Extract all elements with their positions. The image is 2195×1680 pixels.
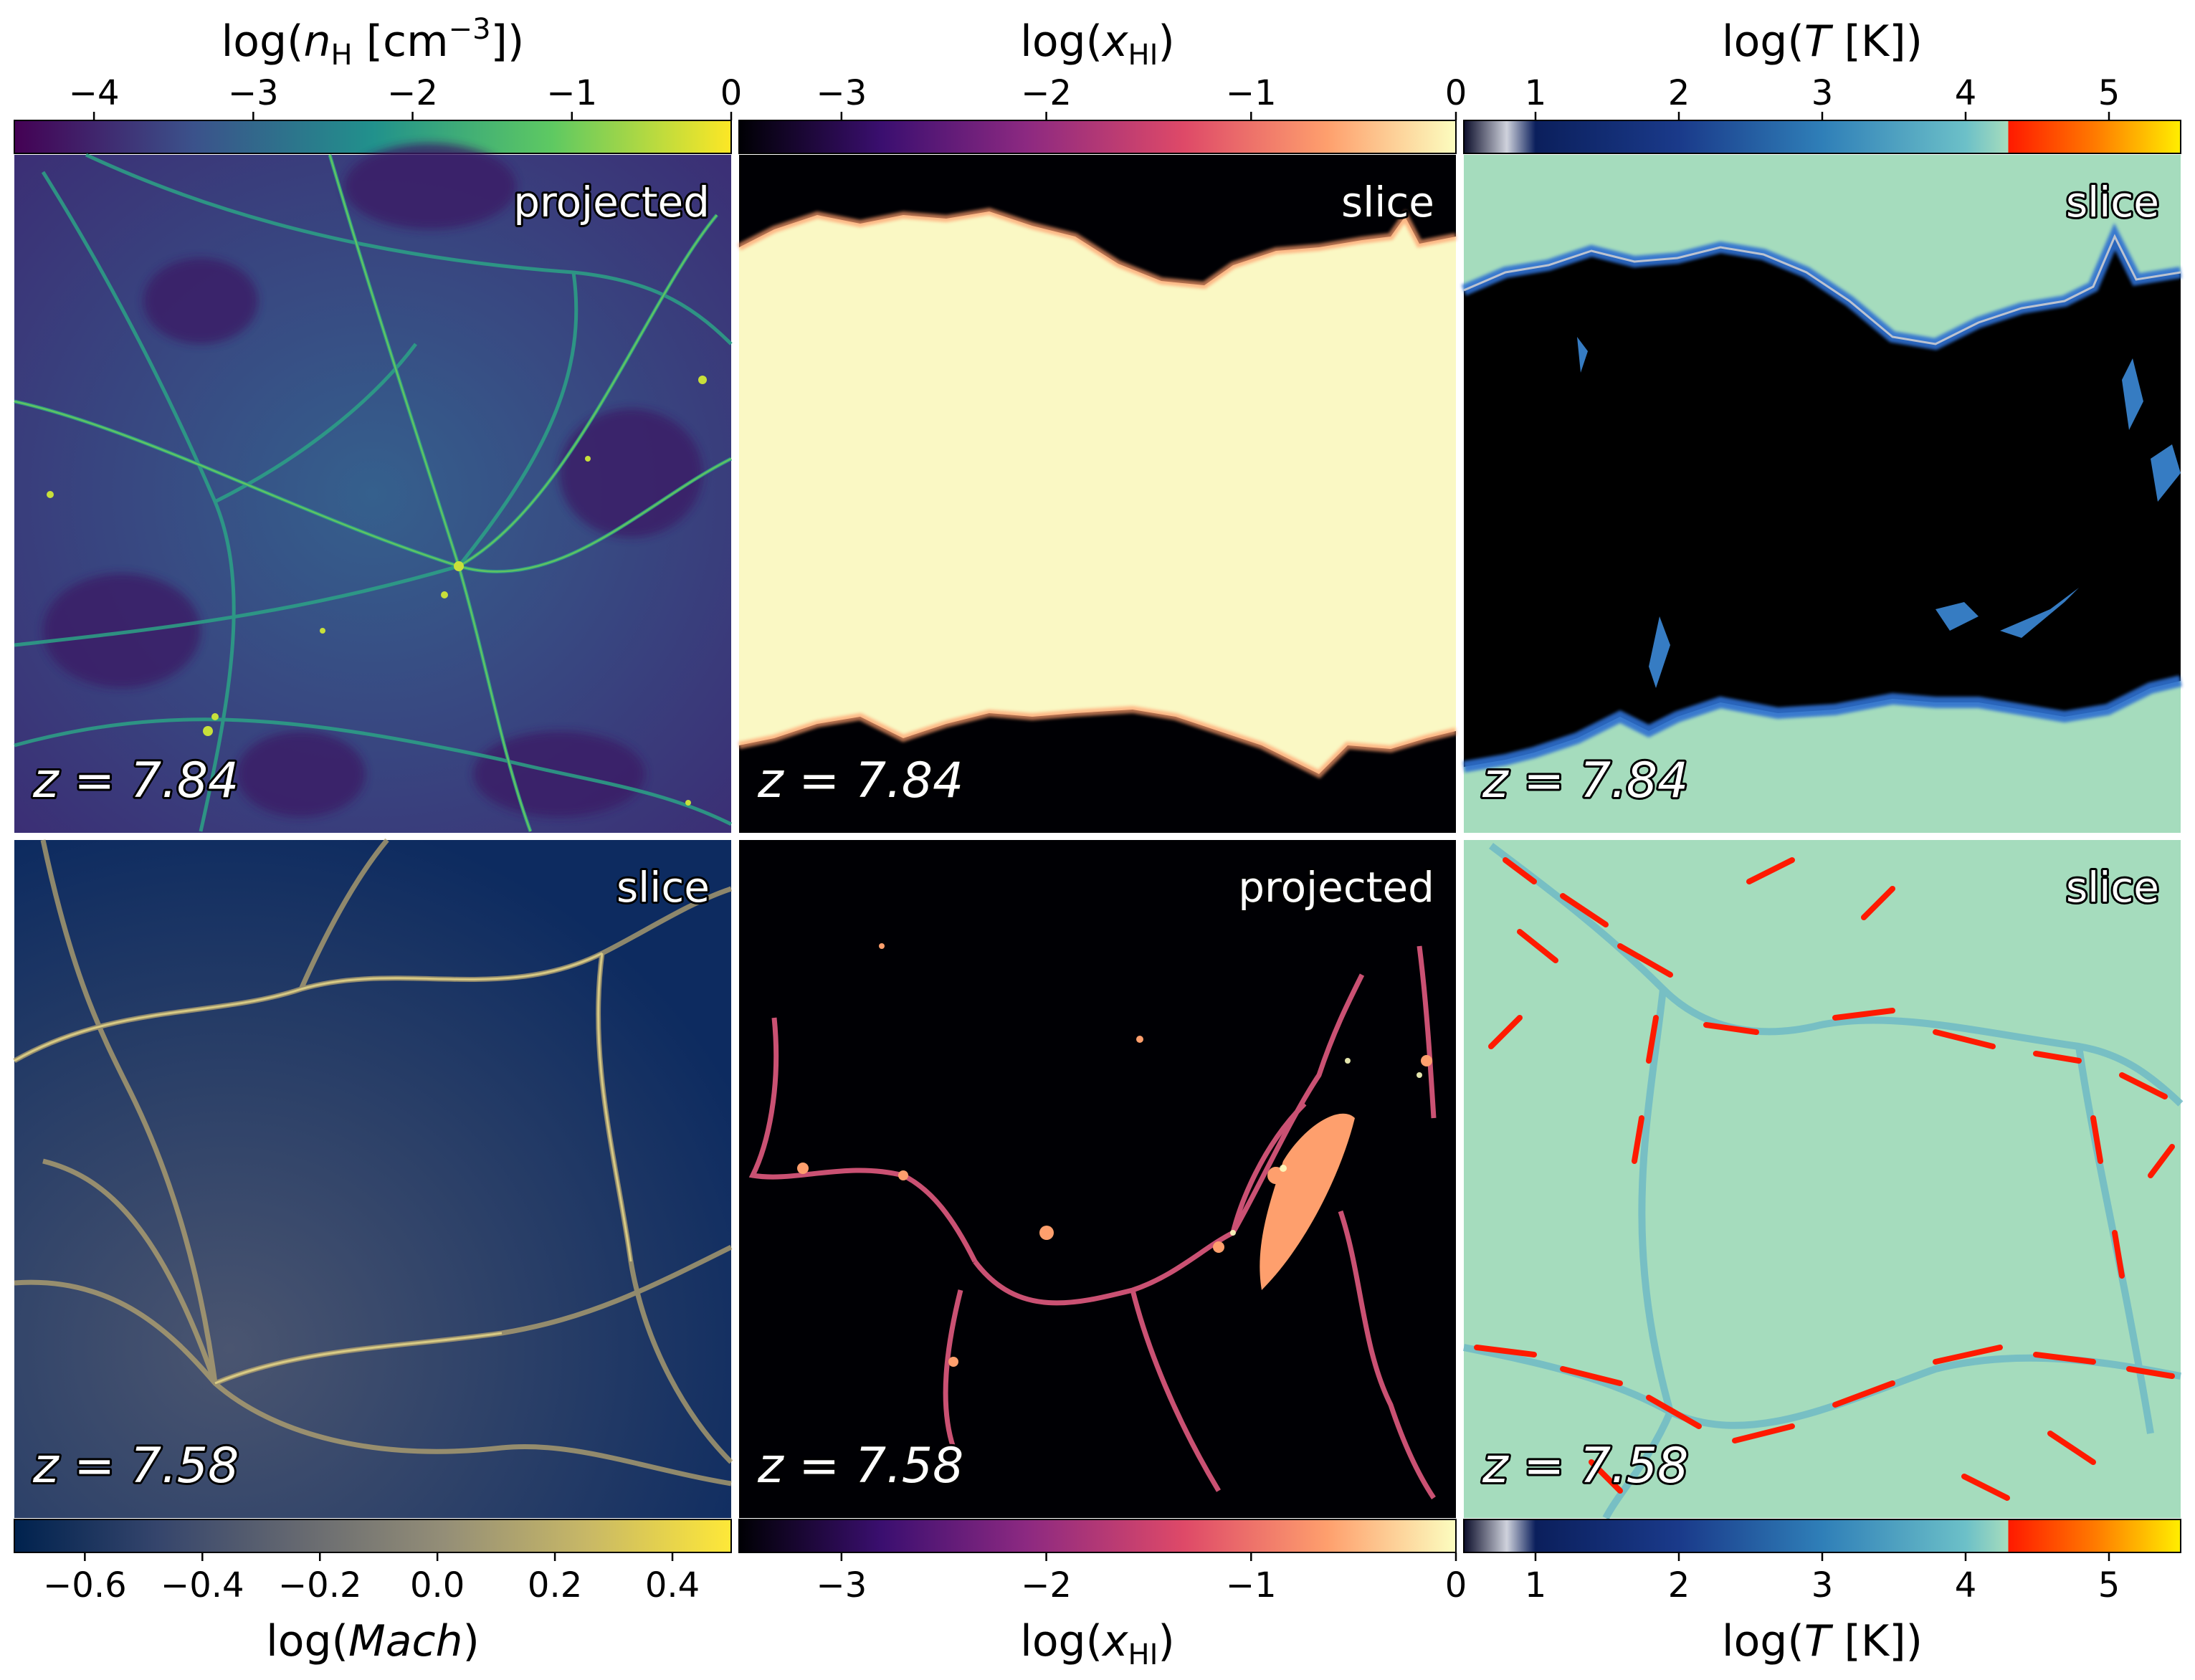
badge-xhi-top: slice — [1341, 178, 1434, 226]
panel-nh — [14, 143, 733, 833]
colorbar-tick-label: −3 — [816, 73, 867, 113]
colorbar-tick-label: 2 — [1668, 1565, 1690, 1605]
colorbar-tick-label: −3 — [228, 73, 279, 113]
redshift-temp-bottom: z = 7.58 — [1482, 1438, 1688, 1494]
colorbar-tick-label: −1 — [1226, 1565, 1277, 1605]
redshift-nh: z = 7.84 — [32, 753, 239, 809]
badge-temp-bottom: slice — [2066, 863, 2159, 912]
colorbar-tick-label: 4 — [1955, 1565, 1977, 1605]
colorbar-tick-label: 3 — [1811, 73, 1834, 113]
panel-xhi-top — [737, 155, 1457, 833]
badge-temp-top: slice — [2066, 178, 2159, 226]
colorbar-tick-label: 0 — [720, 73, 743, 113]
redshift-mach: z = 7.58 — [32, 1438, 239, 1494]
redshift-xhi-bottom: z = 7.58 — [757, 1438, 963, 1494]
colorbar-temp-bottom — [1463, 1519, 2181, 1553]
colorbar-tick-label: −3 — [816, 1565, 867, 1605]
colorbar-tick-label: −0.6 — [43, 1565, 127, 1605]
colorbar-label-nh: log(nH [cm−3]) — [222, 13, 525, 72]
badge-xhi-bottom: projected — [1238, 863, 1434, 912]
badge-mach: slice — [616, 863, 710, 912]
colorbar-tick-label: 5 — [2098, 73, 2120, 113]
colorbar-mach — [14, 1519, 732, 1553]
colorbar-tick-label: −2 — [1021, 1565, 1072, 1605]
colorbar-tick-label: −1 — [546, 73, 597, 113]
panel-temp-bottom — [1463, 840, 2184, 1520]
colorbar-label-mach: log(Mach) — [266, 1616, 480, 1666]
colorbar-temp-top — [1463, 120, 2181, 154]
colorbar-label-xhi-top: log(xHI) — [1020, 16, 1175, 72]
colorbar-tick-label: 5 — [2098, 1565, 2120, 1605]
redshift-temp-top: z = 7.84 — [1482, 753, 1688, 809]
colorbar-xhi-bottom — [738, 1519, 1457, 1553]
colorbar-xhi-top — [738, 120, 1457, 154]
colorbar-label-xhi-bottom: log(xHI) — [1020, 1616, 1175, 1671]
colorbar-label-temp-top: log(T [K]) — [1722, 16, 1923, 67]
colorbar-tick-label: 0.4 — [645, 1565, 700, 1605]
colorbar-tick-label: −4 — [69, 73, 120, 113]
panel-temp-top — [1461, 155, 2182, 833]
colorbar-tick-label: 4 — [1955, 73, 1977, 113]
colorbar-tick-label: −1 — [1226, 73, 1277, 113]
colorbar-tick-label: 1 — [1525, 73, 1547, 113]
panel-mach — [13, 838, 733, 1518]
badge-nh: projected — [513, 178, 710, 226]
colorbar-tick-label: −2 — [1021, 73, 1072, 113]
colorbar-tick-label: 3 — [1811, 1565, 1834, 1605]
colorbar-tick-label: −0.2 — [278, 1565, 362, 1605]
colorbar-label-temp-bottom: log(T [K]) — [1722, 1616, 1923, 1666]
colorbar-tick-label: 2 — [1668, 73, 1690, 113]
colorbar-tick-label: 0 — [1445, 73, 1467, 113]
colorbar-tick-label: 0 — [1445, 1565, 1467, 1605]
redshift-xhi-top: z = 7.84 — [757, 753, 963, 809]
colorbar-nh — [14, 120, 732, 154]
colorbar-tick-label: −0.4 — [161, 1565, 244, 1605]
panel-xhi-bottom — [739, 840, 1456, 1518]
colorbar-tick-label: 0.2 — [528, 1565, 582, 1605]
colorbar-tick-label: 1 — [1525, 1565, 1547, 1605]
colorbar-tick-label: 0.0 — [410, 1565, 465, 1605]
colorbar-tick-label: −2 — [387, 73, 438, 113]
colorbar-ticks: −4 −3 −2 −1 0 −3 −2 −1 0 1 2 3 4 5 −0.6 −0.4 −0.2 0.0 0.2 0… — [43, 73, 2120, 1605]
